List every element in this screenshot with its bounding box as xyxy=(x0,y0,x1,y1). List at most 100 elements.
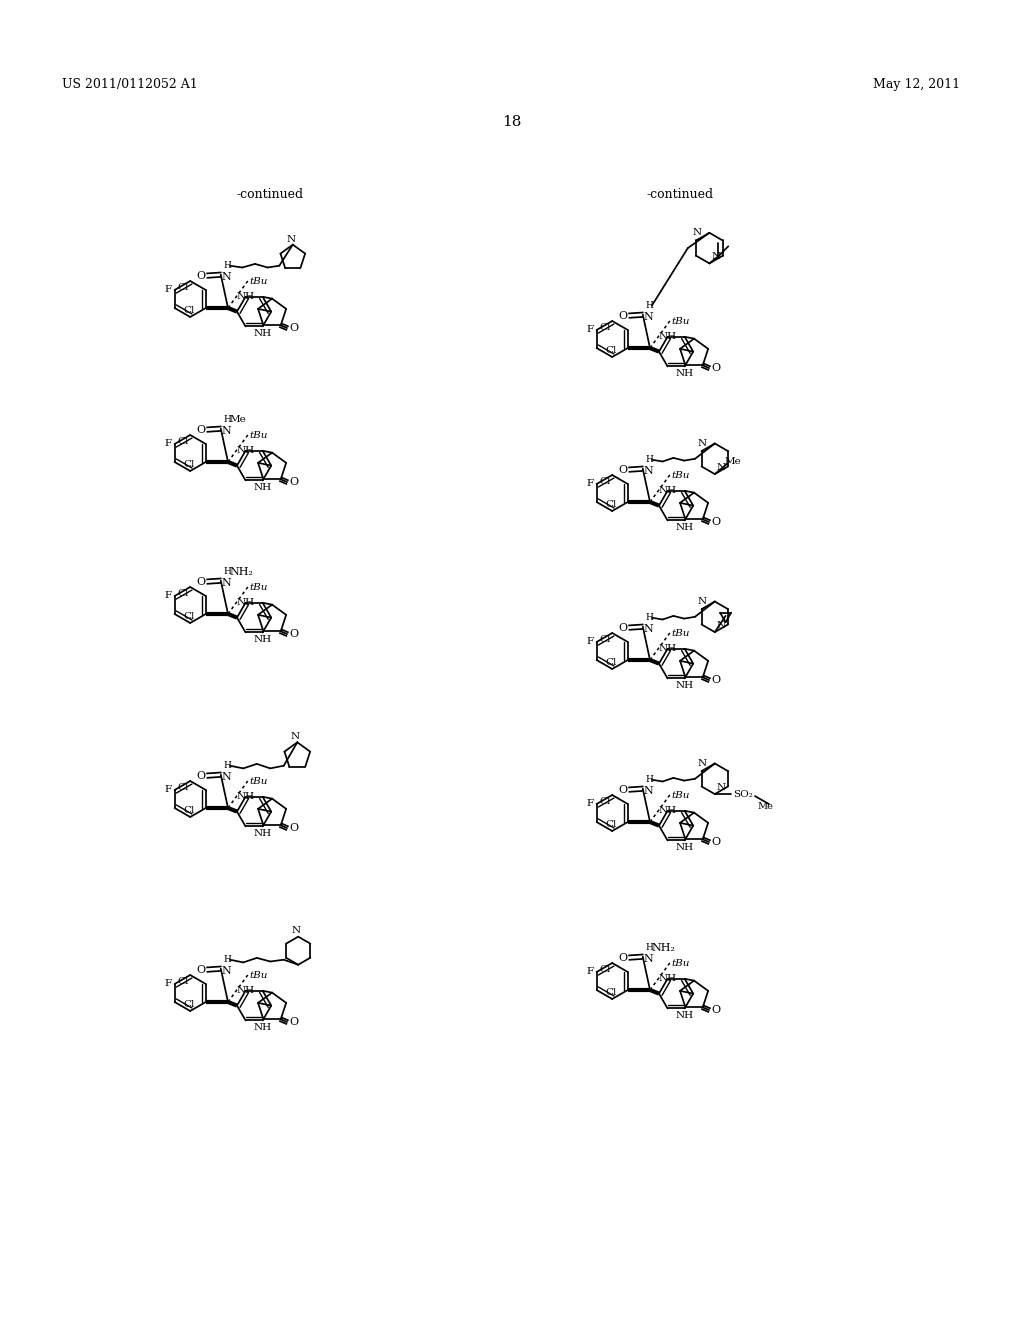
Text: NH: NH xyxy=(253,829,271,838)
Text: tBu: tBu xyxy=(250,582,268,591)
Text: O: O xyxy=(289,824,298,833)
Text: tBu: tBu xyxy=(672,628,690,638)
Text: H: H xyxy=(645,612,653,622)
Text: tBu: tBu xyxy=(250,276,268,285)
Text: N: N xyxy=(717,783,726,792)
Text: H: H xyxy=(645,775,653,784)
Text: O: O xyxy=(197,271,205,281)
Text: H: H xyxy=(645,301,653,310)
Text: N: N xyxy=(221,772,231,781)
Text: O: O xyxy=(711,1005,720,1015)
Text: Cl: Cl xyxy=(178,282,189,292)
Text: Cl: Cl xyxy=(178,977,189,986)
Text: O: O xyxy=(197,425,205,434)
Text: O: O xyxy=(618,953,628,962)
Text: O: O xyxy=(618,784,628,795)
Text: NH: NH xyxy=(676,681,693,690)
Text: NH: NH xyxy=(658,486,676,495)
Text: H: H xyxy=(645,454,653,463)
Text: Cl: Cl xyxy=(605,820,616,829)
Text: N: N xyxy=(697,597,707,606)
Text: NH: NH xyxy=(658,644,676,653)
Text: H: H xyxy=(223,414,231,424)
Text: N: N xyxy=(643,785,653,796)
Text: N: N xyxy=(221,272,231,281)
Text: Cl: Cl xyxy=(183,612,195,620)
Text: NH: NH xyxy=(676,843,693,853)
Text: N: N xyxy=(221,578,231,587)
Text: O: O xyxy=(618,310,628,321)
Text: NH: NH xyxy=(253,483,271,492)
Text: Cl: Cl xyxy=(178,589,189,598)
Text: N: N xyxy=(712,252,721,261)
Text: F: F xyxy=(165,591,172,601)
Text: Cl: Cl xyxy=(600,635,611,644)
Text: Cl: Cl xyxy=(600,323,611,333)
Text: Cl: Cl xyxy=(183,807,195,814)
Text: F: F xyxy=(165,979,172,989)
Text: Me: Me xyxy=(757,803,773,810)
Text: NH₂: NH₂ xyxy=(229,566,254,577)
Text: Cl: Cl xyxy=(178,783,189,792)
Text: O: O xyxy=(289,630,298,639)
Text: US 2011/0112052 A1: US 2011/0112052 A1 xyxy=(62,78,198,91)
Text: F: F xyxy=(165,285,172,294)
Text: SO₂: SO₂ xyxy=(733,789,753,799)
Text: O: O xyxy=(711,363,720,374)
Text: NH: NH xyxy=(237,792,254,801)
Text: N: N xyxy=(697,759,707,768)
Text: tBu: tBu xyxy=(672,791,690,800)
Text: O: O xyxy=(711,517,720,527)
Text: Cl: Cl xyxy=(600,965,611,974)
Text: Cl: Cl xyxy=(178,437,189,446)
Text: N: N xyxy=(221,966,231,975)
Text: NH: NH xyxy=(658,974,676,983)
Text: N: N xyxy=(717,622,726,630)
Text: N: N xyxy=(291,733,300,741)
Text: F: F xyxy=(587,638,594,647)
Text: Cl: Cl xyxy=(183,306,195,315)
Text: Cl: Cl xyxy=(605,657,616,667)
Text: NH: NH xyxy=(676,370,693,379)
Text: O: O xyxy=(618,465,628,475)
Text: O: O xyxy=(197,771,205,780)
Text: O: O xyxy=(711,675,720,685)
Text: NH: NH xyxy=(237,598,254,607)
Text: O: O xyxy=(289,477,298,487)
Text: tBu: tBu xyxy=(250,970,268,979)
Text: Cl: Cl xyxy=(600,797,611,807)
Text: NH: NH xyxy=(658,331,676,341)
Text: Me: Me xyxy=(725,457,741,466)
Text: N: N xyxy=(643,954,653,964)
Text: H: H xyxy=(223,760,231,770)
Text: O: O xyxy=(711,837,720,847)
Text: tBu: tBu xyxy=(250,776,268,785)
Text: Me: Me xyxy=(229,416,247,424)
Text: F: F xyxy=(587,479,594,488)
Text: N: N xyxy=(292,927,301,936)
Text: NH: NH xyxy=(676,523,693,532)
Text: N: N xyxy=(692,228,701,238)
Text: O: O xyxy=(197,577,205,586)
Text: Cl: Cl xyxy=(183,459,195,469)
Text: NH: NH xyxy=(658,805,676,814)
Text: tBu: tBu xyxy=(672,470,690,479)
Text: Cl: Cl xyxy=(605,346,616,355)
Text: Cl: Cl xyxy=(605,500,616,510)
Text: 18: 18 xyxy=(503,115,521,129)
Text: H: H xyxy=(223,954,231,964)
Text: Cl: Cl xyxy=(605,987,616,997)
Text: NH: NH xyxy=(237,986,254,995)
Text: NH: NH xyxy=(237,446,254,455)
Text: -continued: -continued xyxy=(646,187,714,201)
Text: -continued: -continued xyxy=(237,187,303,201)
Text: O: O xyxy=(618,623,628,632)
Text: H: H xyxy=(645,942,653,952)
Text: May 12, 2011: May 12, 2011 xyxy=(872,78,961,91)
Text: NH: NH xyxy=(237,292,254,301)
Text: N: N xyxy=(643,312,653,322)
Text: NH: NH xyxy=(253,1023,271,1032)
Text: H: H xyxy=(223,566,231,576)
Text: N: N xyxy=(643,466,653,475)
Text: NH₂: NH₂ xyxy=(652,942,676,953)
